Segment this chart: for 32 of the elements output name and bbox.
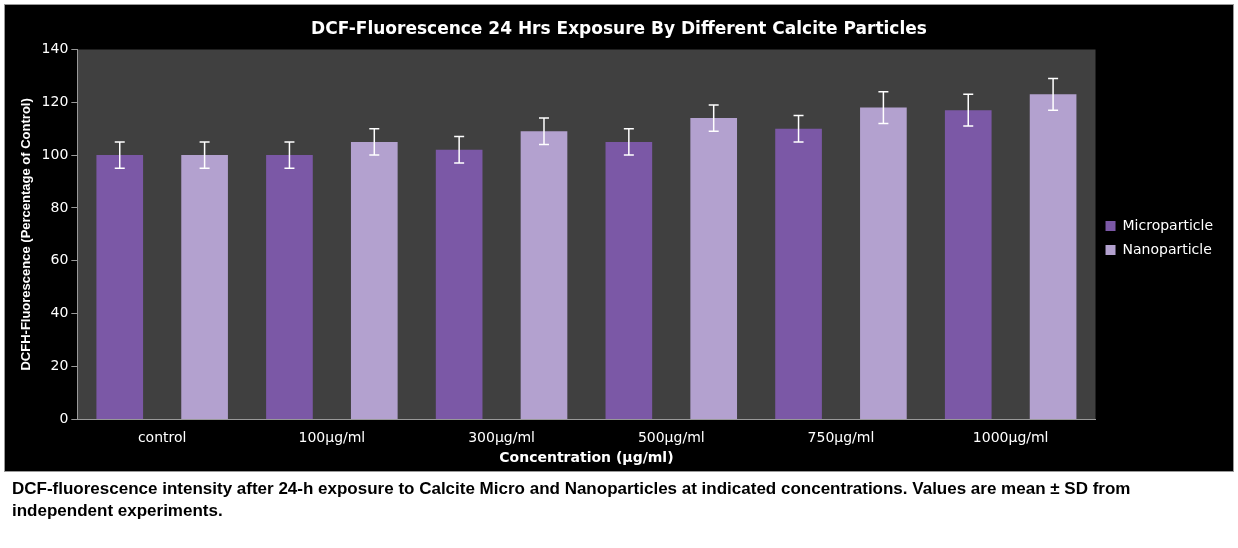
text: DCF-fluorescence intensity after 24-h exposure to Calcite Micro and Nanoparticles at indicated concentrations. Values are mean ± SD from independent experiments. xyxy=(12,478,1132,522)
x-tick-label: 1000µg/ml xyxy=(972,429,1049,446)
x-tick-label: 300µg/ml xyxy=(468,429,535,446)
bar xyxy=(435,149,483,419)
y-tick-label: 100 xyxy=(41,145,69,162)
y-tick-label: 60 xyxy=(50,251,69,268)
y-tick-label: 120 xyxy=(41,92,69,109)
y-tick-label: 20 xyxy=(50,357,69,374)
bar xyxy=(266,155,313,419)
y-tick-label: 0 xyxy=(59,410,69,427)
bar xyxy=(181,155,228,419)
bar xyxy=(96,155,144,419)
legend-label: Nanoparticle xyxy=(1122,240,1212,257)
y-axis-title: DCFH-Fluorescence (Percentage of Control) xyxy=(18,98,34,371)
bar xyxy=(860,107,907,419)
bar xyxy=(605,141,653,419)
y-tick-label: 140 xyxy=(41,40,69,57)
y-tick-label: 80 xyxy=(50,198,69,215)
bar xyxy=(350,141,398,419)
x-tick-label: 100µg/ml xyxy=(298,429,366,446)
x-axis-title: Concentration (µg/ml) xyxy=(499,449,674,466)
y-tick-label: 40 xyxy=(50,304,69,321)
legend-label: Microparticle xyxy=(1122,216,1213,233)
x-tick-label: 500µg/ml xyxy=(637,429,705,446)
bar xyxy=(1029,94,1077,419)
chart-title: DCF-Fluorescence 24 Hrs Exposure By Different Calcite Particles xyxy=(311,17,927,38)
x-tick-label: 750µg/ml xyxy=(807,429,875,446)
bar xyxy=(520,131,568,419)
x-tick-label: control xyxy=(137,429,187,446)
bar xyxy=(690,118,738,419)
bar xyxy=(775,128,822,419)
bar xyxy=(944,110,992,419)
